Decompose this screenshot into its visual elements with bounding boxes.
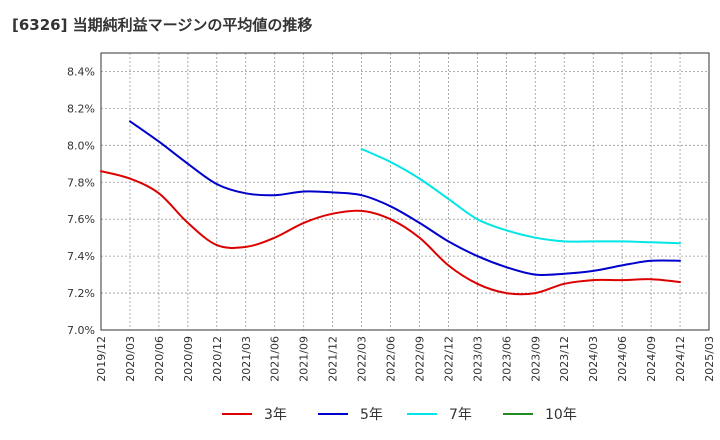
y-tick-label: 8.4% — [67, 65, 95, 78]
x-tick-label: 2020/09 — [182, 336, 195, 382]
legend-label: 7年 — [449, 407, 472, 423]
x-tick-label: 2021/06 — [269, 336, 282, 382]
x-tick-label: 2022/06 — [385, 336, 398, 382]
series-line-3 — [360, 148, 681, 245]
x-tick-label: 2024/09 — [645, 336, 658, 382]
x-tick-label: 2022/09 — [413, 336, 426, 382]
plot-area-frame — [100, 52, 710, 331]
x-tick-label: 2021/12 — [327, 336, 340, 382]
y-axis-ticks: 8.4% 8.2% 8.0% 7.8% 7.6% 7.4% 7.2% 7.0% — [67, 65, 95, 337]
series-line-1 — [100, 170, 681, 296]
y-tick-label: 7.4% — [67, 250, 95, 263]
x-tick-label: 2023/03 — [471, 336, 484, 382]
x-tick-label: 2020/12 — [211, 336, 224, 382]
legend-label: 10年 — [545, 407, 577, 423]
legend-label: 5年 — [360, 407, 383, 423]
x-axis-ticks: 2019/12 2020/03 2020/06 2020/09 2020/12 2021/… — [95, 336, 716, 382]
x-tick-label: 2024/03 — [587, 336, 600, 382]
legend-label: 3年 — [264, 407, 287, 423]
x-tick-label: 2021/09 — [298, 336, 311, 382]
chart-title: [6326] 当期純利益マージンの平均値の推移 — [12, 16, 313, 34]
y-tick-label: 8.2% — [67, 102, 95, 115]
x-tick-label: 2024/06 — [616, 336, 629, 382]
legend: 3年 5年 7年 10年 — [222, 407, 577, 423]
y-tick-label: 7.2% — [67, 287, 95, 300]
x-tick-label: 2020/03 — [124, 336, 137, 382]
y-tick-label: 8.0% — [67, 139, 95, 152]
x-tick-label: 2025/03 — [703, 336, 716, 382]
x-tick-label: 2022/12 — [442, 336, 455, 382]
series-line-2 — [129, 120, 681, 277]
x-tick-label: 2019/12 — [95, 336, 108, 382]
series-lines — [100, 120, 681, 296]
y-tick-label: 7.0% — [67, 324, 95, 337]
x-tick-label: 2020/06 — [153, 336, 166, 382]
x-tick-label: 2021/03 — [240, 336, 253, 382]
x-tick-label: 2023/06 — [500, 336, 513, 382]
x-tick-label: 2022/03 — [356, 336, 369, 382]
y-tick-label: 7.8% — [67, 176, 95, 189]
x-tick-label: 2024/12 — [674, 336, 687, 382]
x-tick-label: 2023/12 — [558, 336, 571, 382]
grid — [101, 53, 709, 330]
x-tick-label: 2023/09 — [529, 336, 542, 382]
y-tick-label: 7.6% — [67, 213, 95, 226]
